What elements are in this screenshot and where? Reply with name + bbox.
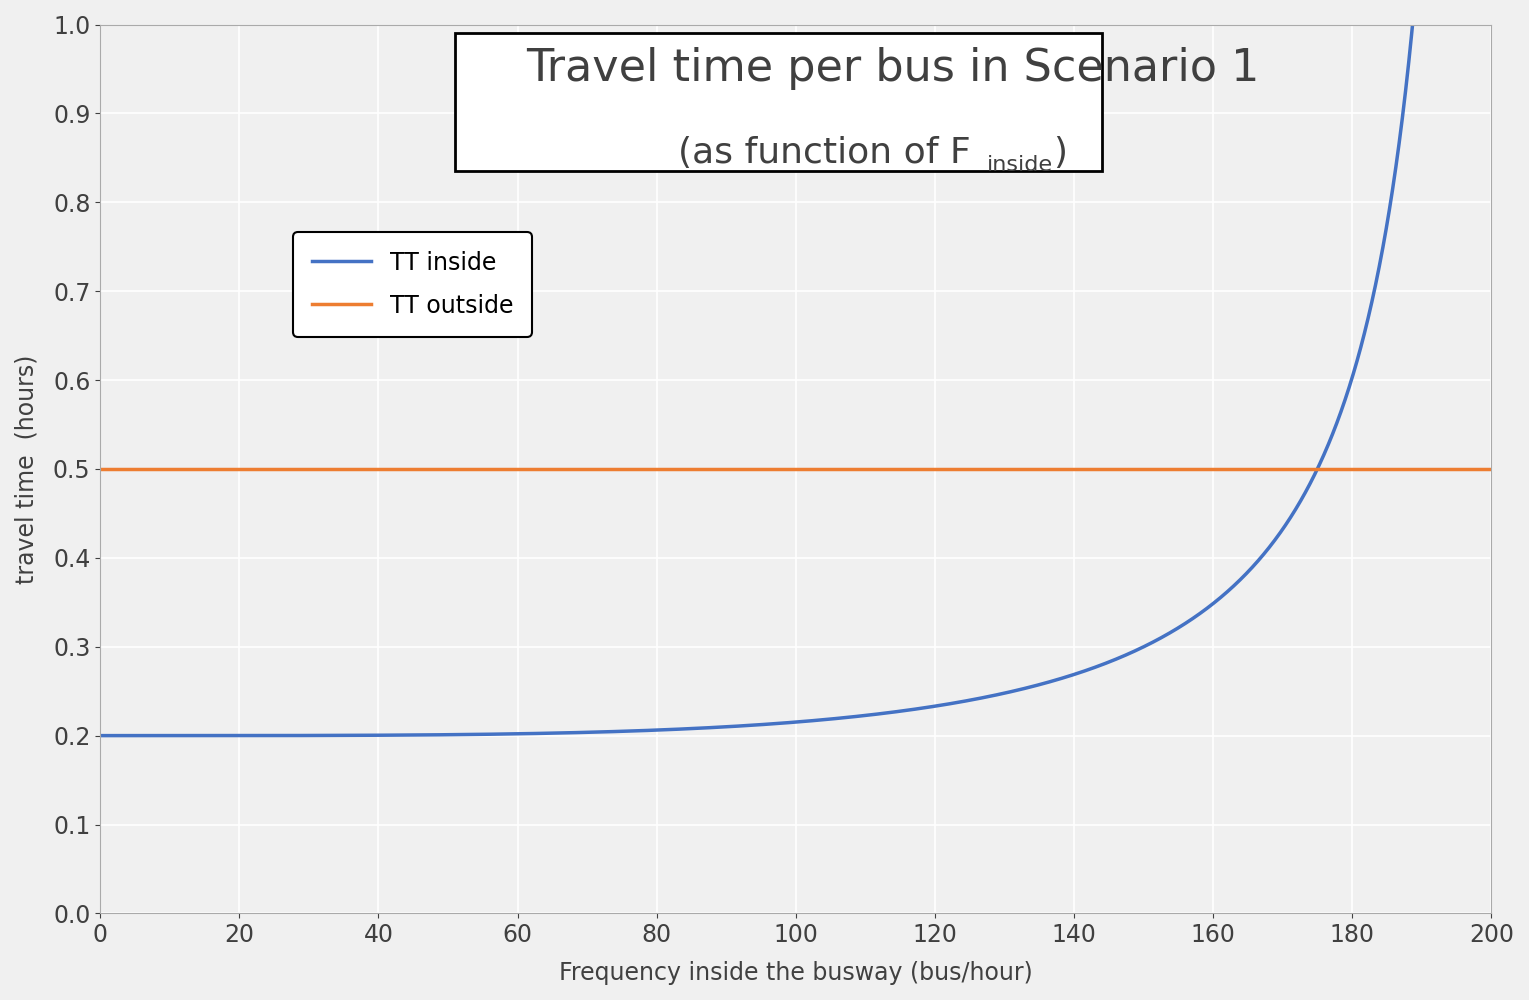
TT inside — [1449, 1, 1468, 13]
TT inside — [249, 730, 268, 742]
TT inside — [1477, 1, 1495, 13]
TT inside — [92, 730, 110, 742]
TT inside — [622, 725, 641, 737]
Legend: TT inside, TT outside: TT inside, TT outside — [294, 232, 532, 337]
Text: (as function of F: (as function of F — [677, 136, 971, 170]
Y-axis label: travel time  (hours): travel time (hours) — [15, 354, 40, 584]
Text: ): ) — [1053, 136, 1067, 170]
TT inside — [1300, 479, 1318, 491]
TT inside — [682, 723, 700, 735]
Text: inside: inside — [986, 155, 1053, 175]
Line: TT inside: TT inside — [101, 7, 1486, 736]
TT inside — [332, 729, 350, 741]
TT inside — [1405, 1, 1423, 13]
Text: Travel time per bus in Scenario 1: Travel time per bus in Scenario 1 — [526, 47, 1260, 90]
FancyBboxPatch shape — [456, 33, 1102, 171]
X-axis label: Frequency inside the busway (bus/hour): Frequency inside the busway (bus/hour) — [560, 961, 1032, 985]
